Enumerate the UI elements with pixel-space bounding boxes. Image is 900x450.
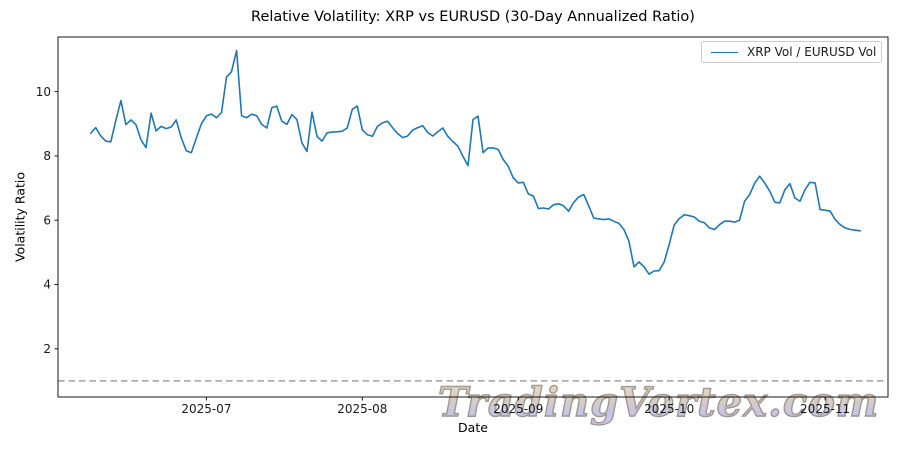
y-axis-label: Volatility Ratio (12, 171, 28, 263)
y-tick-label: 6 (43, 213, 51, 227)
y-tick-label: 8 (43, 149, 51, 163)
plot-frame (57, 36, 889, 398)
y-tick-label: 2 (43, 342, 51, 356)
x-axis-label: Date (458, 420, 488, 435)
chart-title: Relative Volatility: XRP vs EURUSD (30-D… (251, 9, 695, 25)
x-tick-label: 2025-10 (644, 402, 694, 416)
y-tick-label: 4 (43, 278, 51, 292)
series-line-xrp-vol-eurusd-vol (89, 49, 862, 276)
y-tick-label: 10 (36, 85, 51, 99)
x-tick-label: 2025-07 (181, 402, 231, 416)
legend-entry-label: XRP Vol / EURUSD Vol (747, 45, 877, 59)
x-tick-label: 2025-09 (493, 402, 543, 416)
watermark-text: TradingVortex.com (437, 379, 880, 426)
legend: XRP Vol / EURUSD Vol (701, 41, 882, 63)
x-tick-label: 2025-11 (800, 402, 850, 416)
legend-line-sample (711, 51, 738, 53)
x-tick-label: 2025-08 (337, 402, 387, 416)
